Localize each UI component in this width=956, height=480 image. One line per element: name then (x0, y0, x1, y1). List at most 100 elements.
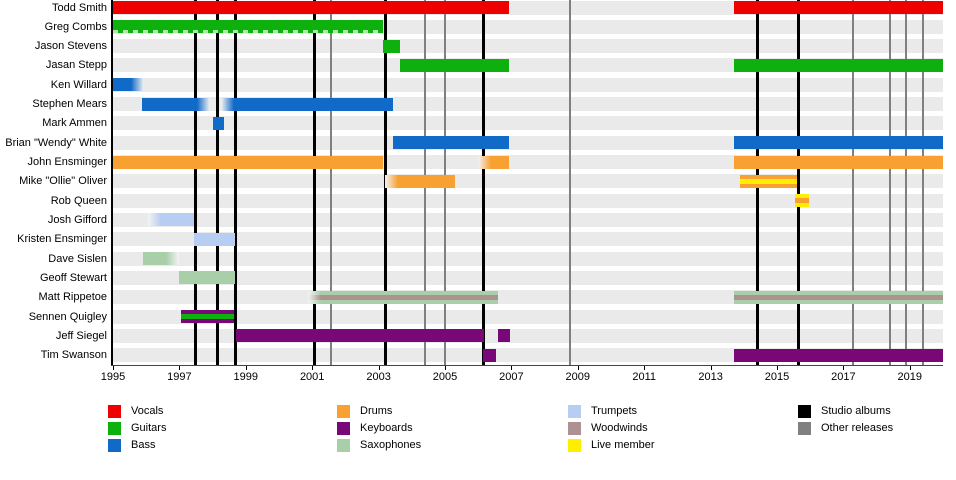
legend-swatch (337, 439, 350, 452)
timeline-bar (179, 271, 236, 285)
studio-album-line (797, 0, 801, 365)
row-band (113, 309, 943, 324)
axis-year-label: 2009 (565, 371, 591, 383)
timeline-bar (733, 136, 943, 150)
bar-fade-left (221, 97, 235, 111)
legend-label: Guitars (131, 422, 167, 434)
member-label: Matt Rippetoe (38, 291, 107, 304)
timeline-bar (113, 155, 383, 169)
legend-label: Saxophones (360, 439, 422, 451)
legend-label: Drums (360, 405, 393, 417)
axis-year-label: 2003 (366, 371, 391, 383)
axis-tick (113, 366, 114, 370)
legend-item: Saxophones (337, 439, 557, 452)
row-band (113, 270, 943, 285)
legend-swatch (568, 439, 581, 452)
axis-year-label: 2013 (698, 371, 723, 383)
other-release-line (888, 0, 891, 365)
other-release-line (568, 0, 571, 365)
other-release-line (852, 0, 855, 365)
member-label: Sennen Quigley (28, 310, 107, 323)
legend-item: Trumpets (568, 405, 788, 418)
legend-swatch (568, 405, 581, 418)
member-label: Dave Sislen (48, 252, 107, 265)
studio-album-line (193, 0, 197, 365)
axis-tick (445, 366, 446, 370)
bar-fade-left (147, 213, 161, 227)
timeline-bar (733, 58, 943, 72)
timeline-bar (113, 1, 510, 14)
member-label: John Ensminger (27, 156, 108, 169)
legend-swatch (798, 405, 811, 418)
member-label: Mike "Ollie" Oliver (19, 175, 107, 188)
axis-year-label: 1997 (167, 371, 192, 383)
bar-fade-right (130, 78, 144, 92)
timeline-bar (795, 194, 809, 208)
timeline-bar (733, 155, 943, 169)
row-band (113, 212, 943, 227)
legend-item: Other releases (798, 422, 956, 435)
legend-swatch (337, 422, 350, 435)
timeline-bar (194, 232, 236, 246)
timeline-bar (235, 329, 484, 343)
row-band (113, 77, 943, 92)
legend-swatch (337, 405, 350, 418)
timeline-bar (113, 20, 383, 34)
member-label: Stephen Mears (32, 98, 107, 111)
member-label: Jason Stevens (34, 40, 107, 53)
timeline-bar (478, 155, 510, 169)
axis-tick (777, 366, 778, 370)
axis-tick (843, 366, 845, 370)
studio-album-line (482, 0, 486, 365)
axis-year-label: 1995 (100, 371, 126, 383)
timeline-bar (142, 97, 211, 111)
axis-year-label: 2019 (897, 371, 923, 383)
legend-item: Keyboards (337, 422, 557, 435)
timeline-bar (733, 1, 943, 14)
legend: Vocals Guitars Bass Drums Keyboards Saxophone… (0, 395, 956, 480)
row-band (113, 116, 943, 131)
legend-item: Guitars (108, 422, 328, 435)
legend-label: Trumpets (591, 405, 638, 417)
member-labels: Todd Smith Greg Combs Jason Stevens Jasan S… (0, 0, 110, 365)
member-label: Rob Queen (50, 194, 107, 207)
axis-year-label: 2015 (764, 371, 790, 383)
plot-area (111, 0, 943, 365)
x-axis: 1995 1997 1999 2001 2003 2005 2007 2009 2011 2013… (0, 365, 956, 385)
axis-tick (312, 366, 314, 370)
legend-label: Vocals (131, 405, 164, 417)
bar-fade-right (197, 97, 211, 111)
axis-tick (245, 366, 247, 370)
legend-label: Studio albums (821, 405, 891, 417)
legend-item: Studio albums (798, 405, 956, 418)
axis-year-label: 2007 (499, 371, 524, 383)
member-label: Brian "Wendy" White (5, 136, 107, 149)
axis-tick (710, 366, 712, 370)
timeline-bar (113, 78, 144, 92)
legend-item: Live member (568, 439, 788, 452)
axis-year-label: 2005 (432, 371, 458, 383)
member-label: Jeff Siegel (55, 329, 107, 342)
row-band (113, 174, 943, 189)
other-release-line (922, 0, 925, 365)
legend-label: Bass (131, 439, 156, 451)
timeline-bar (740, 174, 797, 188)
legend-item: Bass (108, 439, 328, 452)
legend-item: Vocals (108, 405, 328, 418)
plot-left-border (111, 0, 113, 365)
bar-fade-left (385, 174, 399, 188)
axis-year-label: 2011 (632, 371, 657, 383)
axis-tick (511, 366, 513, 370)
legend-label: Other releases (821, 422, 894, 434)
axis-tick (378, 366, 380, 370)
row-band (113, 193, 943, 208)
timeline-bar (392, 136, 510, 150)
axis-line (111, 365, 943, 366)
studio-album-line (216, 0, 220, 365)
studio-album-line (313, 0, 317, 365)
timeline-bar (733, 290, 943, 304)
legend-swatch (798, 422, 811, 435)
legend-label: Woodwinds (591, 422, 648, 434)
axis-year-label: 1999 (233, 371, 259, 383)
